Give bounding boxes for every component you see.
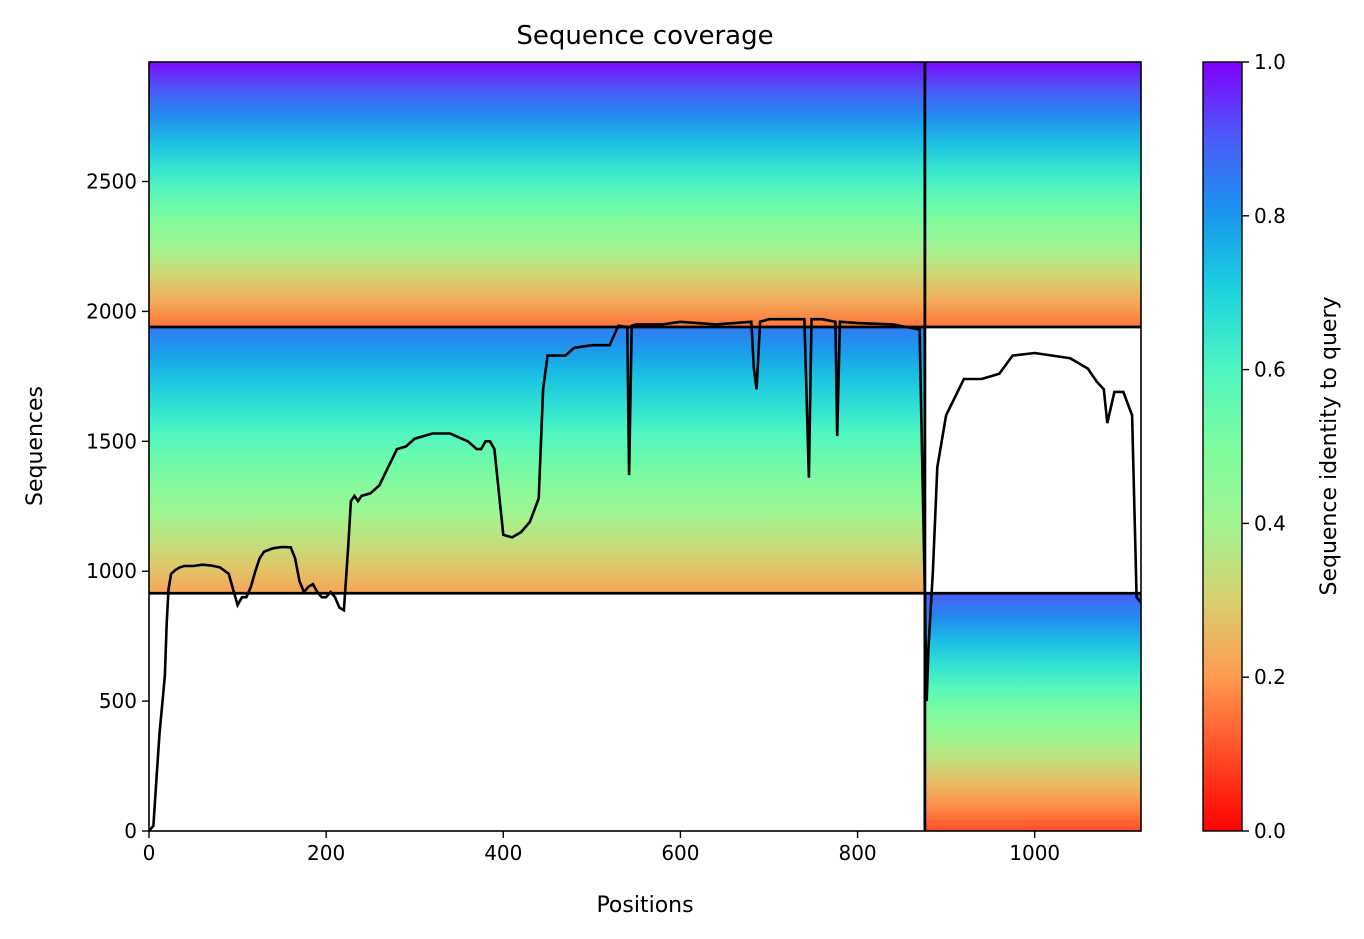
x-tick-label: 800: [838, 841, 876, 865]
heatmap-block-unpaired-chain-B: [924, 593, 1141, 831]
y-tick-label: 2000: [86, 299, 137, 323]
y-axis-ticks: 0 500 1000 1500 2000 2500: [86, 170, 149, 843]
heatmap-block-paired: [149, 62, 1141, 327]
block-dividers: [149, 62, 1141, 831]
colorbar-tick-label: 0.4: [1254, 511, 1286, 535]
coverage-heatmap: [149, 62, 1141, 831]
colorbar-tick-label: 0.2: [1254, 665, 1286, 689]
coverage-line: [149, 317, 1141, 831]
colorbar: [1202, 61, 1243, 832]
y-axis-label: Sequences: [23, 386, 48, 506]
x-tick-label: 200: [307, 841, 345, 865]
colorbar-tick-label: 0.8: [1254, 204, 1286, 228]
x-axis-label: Positions: [596, 893, 693, 918]
plot-frame: [148, 61, 1142, 832]
y-tick-label: 2500: [86, 170, 137, 194]
colorbar-label: Sequence identity to query: [1317, 296, 1342, 595]
y-tick-label: 1000: [86, 559, 137, 583]
colorbar-ticks: 0.0 0.2 0.4 0.6 0.8 1.0: [1242, 50, 1286, 843]
x-tick-label: 400: [484, 841, 522, 865]
colorbar-tick-label: 0.6: [1254, 358, 1286, 382]
x-tick-label: 600: [661, 841, 699, 865]
x-tick-label: 1000: [1009, 841, 1060, 865]
y-tick-label: 500: [99, 689, 137, 713]
heatmap-block-unpaired-chain-A: [149, 326, 925, 594]
y-tick-label: 1500: [86, 429, 137, 453]
chart-title: Sequence coverage: [516, 21, 773, 51]
colorbar-tick-label: 1.0: [1254, 50, 1286, 74]
colorbar-tick-label: 0.0: [1254, 819, 1286, 843]
x-axis-ticks: 0 200 400 600 800 1000: [143, 831, 1060, 865]
y-tick-label: 0: [124, 819, 137, 843]
x-tick-label: 0: [143, 841, 156, 865]
